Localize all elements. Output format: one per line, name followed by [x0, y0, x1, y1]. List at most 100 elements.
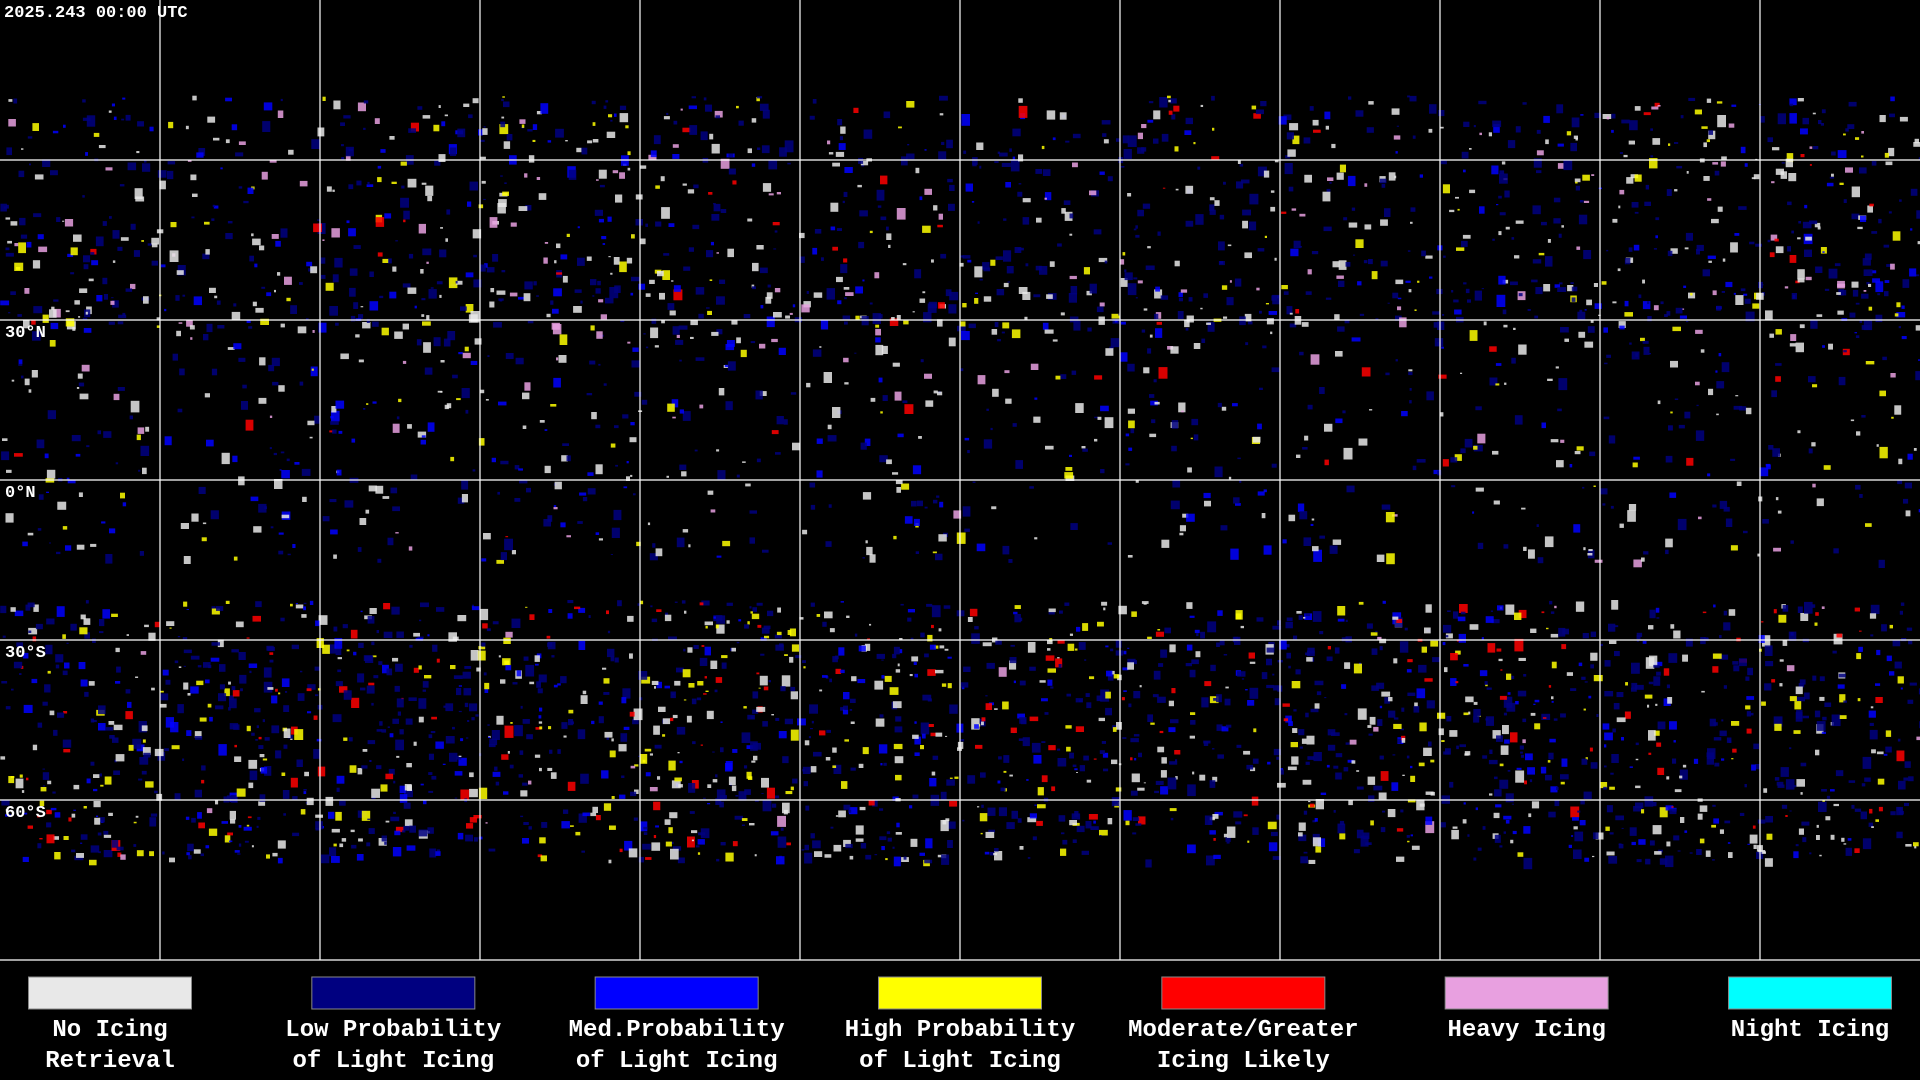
- icing-speckle: [1570, 806, 1580, 818]
- icing-speckle: [1425, 821, 1435, 834]
- icing-speckle: [410, 122, 419, 132]
- icing-speckle: [365, 509, 370, 514]
- icing-speckle: [607, 216, 612, 222]
- icing-speckle: [738, 619, 742, 622]
- icing-speckle: [556, 272, 563, 275]
- icing-speckle: [1461, 240, 1468, 247]
- icing-speckle: [1371, 685, 1379, 691]
- icing-speckle: [64, 662, 70, 669]
- icing-speckle: [1635, 785, 1641, 789]
- icing-speckle: [1283, 114, 1292, 120]
- icing-speckle: [1419, 803, 1425, 807]
- icing-speckle: [1609, 832, 1614, 835]
- icing-speckle: [1407, 659, 1413, 663]
- icing-speckle: [1580, 114, 1584, 116]
- icing-speckle: [290, 777, 298, 788]
- icing-speckle: [1816, 824, 1819, 828]
- icing-speckle: [253, 526, 262, 533]
- icing-speckle: [1212, 748, 1215, 750]
- icing-speckle: [1802, 837, 1807, 843]
- icing-speckle: [1590, 320, 1594, 323]
- icing-speckle: [688, 105, 697, 110]
- icing-speckle: [1041, 698, 1048, 702]
- icing-speckle: [1455, 196, 1459, 199]
- icing-speckle: [850, 721, 855, 724]
- icing-speckle: [304, 771, 309, 777]
- icing-speckle: [38, 494, 44, 500]
- icing-speckle: [753, 755, 758, 761]
- icing-speckle: [519, 119, 526, 124]
- icing-speckle: [928, 724, 934, 727]
- icing-speckle: [672, 326, 680, 335]
- icing-speckle: [922, 291, 926, 294]
- icing-speckle: [138, 469, 141, 472]
- icing-speckle: [821, 257, 824, 261]
- icing-speckle: [1179, 532, 1184, 536]
- icing-speckle: [1752, 303, 1760, 309]
- icing-speckle: [556, 243, 561, 249]
- icing-speckle: [1064, 602, 1070, 606]
- icing-speckle: [914, 721, 917, 724]
- icing-speckle: [254, 263, 258, 268]
- icing-speckle: [919, 298, 926, 303]
- icing-speckle: [562, 443, 569, 446]
- icing-speckle: [1766, 833, 1773, 840]
- icing-speckle: [198, 148, 206, 156]
- icing-speckle: [1673, 835, 1680, 841]
- icing-speckle: [1550, 633, 1559, 638]
- icing-speckle: [1606, 805, 1613, 813]
- icing-speckle: [1375, 630, 1378, 633]
- icing-speckle: [872, 799, 878, 807]
- icing-speckle: [1200, 104, 1204, 107]
- icing-speckle: [756, 97, 760, 102]
- icing-speckle: [843, 705, 848, 710]
- icing-speckle: [1599, 782, 1608, 789]
- icing-speckle: [1464, 751, 1471, 756]
- icing-speckle: [1903, 777, 1909, 781]
- icing-speckle: [819, 730, 826, 736]
- icing-speckle: [177, 636, 181, 638]
- icing-speckle: [1668, 425, 1673, 431]
- icing-speckle: [623, 726, 630, 730]
- icing-speckle: [1761, 621, 1764, 623]
- icing-speckle: [698, 313, 704, 319]
- icing-speckle: [484, 689, 489, 693]
- icing-speckle: [1145, 859, 1152, 868]
- icing-speckle: [1150, 722, 1155, 725]
- icing-speckle: [736, 105, 739, 109]
- icing-speckle: [1313, 129, 1321, 133]
- icing-speckle: [402, 323, 409, 330]
- icing-speckle: [679, 409, 684, 414]
- icing-speckle: [382, 664, 389, 674]
- icing-speckle: [830, 202, 839, 212]
- icing-speckle: [976, 142, 984, 150]
- icing-speckle: [768, 680, 771, 683]
- icing-speckle: [980, 832, 983, 835]
- icing-speckle: [1412, 135, 1416, 139]
- icing-speckle: [50, 807, 57, 811]
- icing-speckle: [389, 291, 397, 299]
- icing-speckle: [19, 673, 22, 675]
- icing-speckle: [673, 120, 678, 125]
- icing-speckle: [1696, 249, 1700, 255]
- icing-speckle: [1130, 790, 1138, 796]
- icing-speckle: [1712, 653, 1722, 659]
- icing-speckle: [1809, 852, 1812, 855]
- icing-speckle: [691, 839, 694, 842]
- icing-speckle: [1628, 140, 1635, 145]
- icing-speckle: [79, 393, 89, 400]
- icing-speckle: [1396, 828, 1404, 832]
- icing-speckle: [1548, 811, 1556, 818]
- icing-speckle: [611, 527, 620, 538]
- icing-speckle: [711, 214, 720, 221]
- icing-speckle: [294, 462, 300, 465]
- icing-speckle: [1905, 844, 1912, 847]
- icing-speckle: [1532, 205, 1541, 215]
- icing-speckle: [214, 295, 218, 299]
- icing-speckle: [1039, 266, 1048, 275]
- icing-speckle: [1772, 448, 1780, 457]
- icing-speckle: [1419, 722, 1427, 732]
- icing-speckle: [1732, 661, 1739, 665]
- icing-speckle: [816, 614, 821, 617]
- icing-speckle: [329, 847, 337, 857]
